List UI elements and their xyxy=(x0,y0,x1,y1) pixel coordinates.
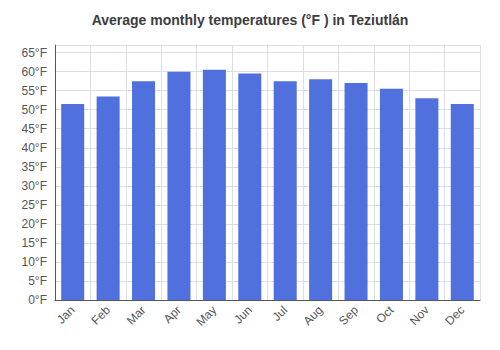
svg-text:Average monthly temperatures (: Average monthly temperatures (°F ) in Te… xyxy=(92,12,409,28)
svg-text:20°F: 20°F xyxy=(22,217,47,231)
svg-text:Feb: Feb xyxy=(89,303,114,328)
svg-text:May: May xyxy=(193,303,219,329)
svg-text:0°F: 0°F xyxy=(28,293,47,307)
svg-text:60°F: 60°F xyxy=(22,65,47,79)
svg-text:Oct: Oct xyxy=(373,303,397,327)
svg-text:10°F: 10°F xyxy=(22,255,47,269)
svg-text:Apr: Apr xyxy=(161,303,184,326)
svg-text:55°F: 55°F xyxy=(22,84,47,98)
svg-text:Mar: Mar xyxy=(124,303,149,327)
svg-text:Nov: Nov xyxy=(407,303,432,328)
svg-text:40°F: 40°F xyxy=(22,141,47,155)
svg-text:30°F: 30°F xyxy=(22,179,47,193)
svg-text:Aug: Aug xyxy=(301,303,326,328)
svg-text:15°F: 15°F xyxy=(22,236,47,250)
svg-text:65°F: 65°F xyxy=(22,46,47,60)
svg-text:Jun: Jun xyxy=(231,303,255,327)
svg-text:Sep: Sep xyxy=(336,303,361,328)
svg-text:Jul: Jul xyxy=(269,303,290,324)
svg-text:Dec: Dec xyxy=(442,303,467,328)
svg-text:5°F: 5°F xyxy=(28,274,47,288)
svg-text:35°F: 35°F xyxy=(22,160,47,174)
svg-text:Jan: Jan xyxy=(54,303,78,327)
svg-text:45°F: 45°F xyxy=(22,122,47,136)
svg-text:25°F: 25°F xyxy=(22,198,47,212)
svg-text:50°F: 50°F xyxy=(22,103,47,117)
